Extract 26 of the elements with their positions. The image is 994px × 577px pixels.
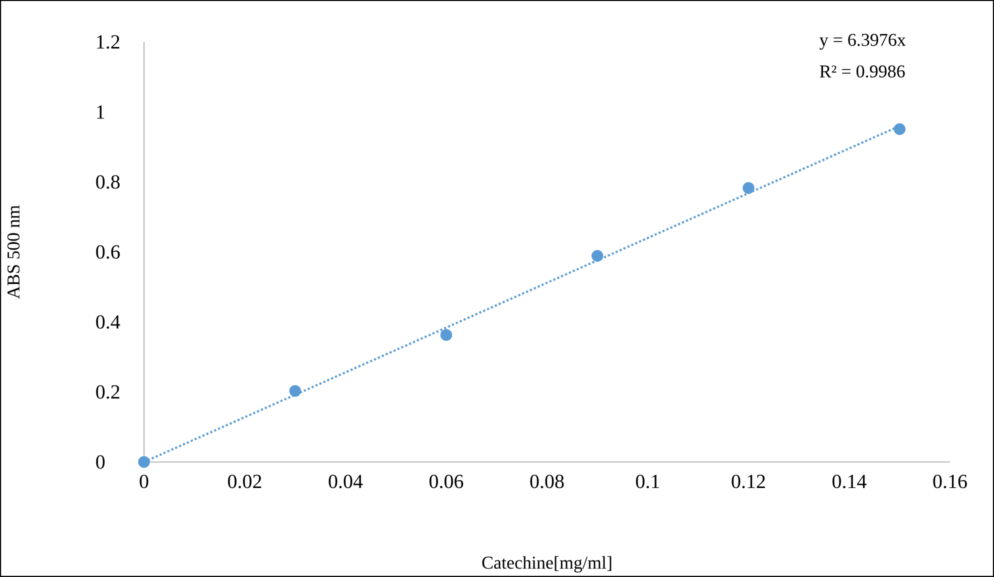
point [592,250,604,262]
y-tick-label: 1 [97,105,104,119]
point [289,385,302,397]
y-tick-label: 0.4 [96,315,120,329]
point [894,123,906,136]
annotation: R² = 0.9986 [820,65,905,78]
x-tick-label: 0.06 [430,474,464,488]
y-tick-label: 1.2 [97,35,120,49]
point [742,182,754,194]
y-tick-label: 0 [96,455,105,469]
x-tick-label: 0.02 [228,474,262,488]
annotation: y = 6.3976x [820,34,906,50]
point [440,329,452,341]
x-tick-label: 0.1 [636,474,660,488]
point [138,456,150,468]
x-tick-label: 0.04 [328,474,363,488]
y-tick-label: 0.6 [96,245,120,259]
x-tick-label: 0.12 [732,474,765,488]
y-axis-title: ABS 500 nm [7,205,20,299]
x-tick-label: 0.14 [832,474,866,488]
x-tick-label: 0 [140,474,148,488]
x-tick-label: 0.16 [933,474,967,488]
y-tick-label: 0.2 [96,385,120,399]
x-axis-title: Catechine[mg/ml] [482,556,612,572]
y-tick-label: 0.8 [96,175,120,189]
x-tick-label: 0.08 [530,474,564,488]
